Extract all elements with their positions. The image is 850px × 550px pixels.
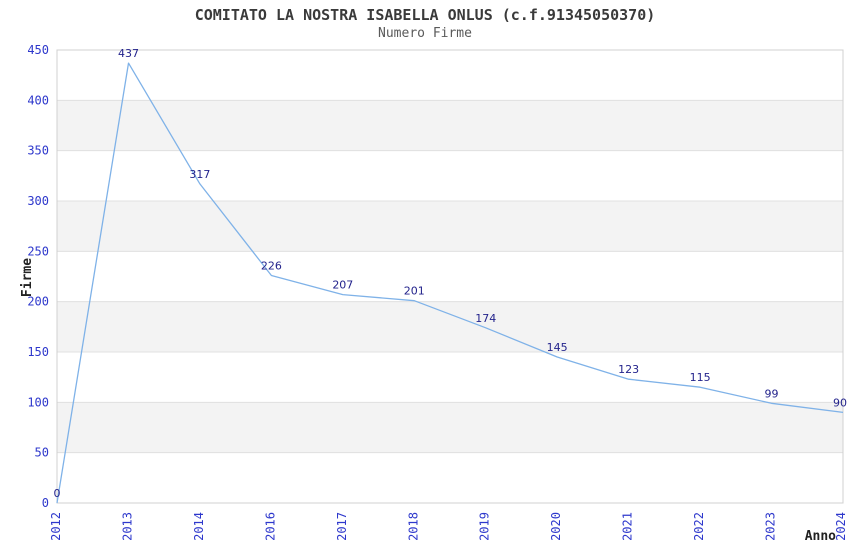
chart-title: COMITATO LA NOSTRA ISABELLA ONLUS (c.f.9… [194,6,656,24]
x-tick-label: 2018 [406,512,420,541]
y-tick-label: 300 [27,194,49,208]
x-tick-label: 2012 [49,512,63,541]
data-label: 0 [54,487,61,500]
y-tick-label: 350 [27,144,49,158]
data-label: 317 [189,168,210,181]
data-label: 437 [118,47,139,60]
x-tick-label: 2016 [263,512,277,541]
x-tick-label: 2019 [478,512,492,541]
data-label: 207 [332,279,353,292]
y-tick-label: 400 [27,93,49,107]
x-tick-label: 2017 [335,512,349,541]
data-label: 99 [765,387,779,400]
data-label: 123 [618,363,639,376]
y-tick-label: 100 [27,395,49,409]
chart-subtitle: Numero Firme [378,26,472,41]
grid-band [57,201,843,252]
plot-border [56,49,844,504]
grid-band [57,402,843,453]
y-tick-label: 250 [27,244,49,258]
x-axis-title: Anno [805,529,836,544]
data-label: 145 [547,341,568,354]
x-tick-label: 2022 [692,512,706,541]
data-label: 201 [404,285,425,298]
y-tick-label: 150 [27,345,49,359]
data-label: 174 [475,312,496,325]
x-tick-label: 2020 [549,512,563,541]
y-tick-label: 450 [27,43,49,57]
data-label: 226 [261,259,282,272]
x-tick-label: 2014 [192,512,206,541]
x-tick-label: 2013 [120,512,134,541]
grid-band [57,301,843,352]
series-line [56,62,844,504]
grid-band [57,100,843,151]
y-tick-label: 200 [27,295,49,309]
data-label: 90 [833,396,847,409]
data-label: 115 [690,371,711,384]
x-tick-label: 2023 [764,512,778,541]
y-axis-title: Firme [20,258,35,297]
y-tick-label: 50 [35,446,49,460]
x-tick-label: 2024 [834,512,848,541]
x-tick-label: 2021 [621,512,635,541]
y-tick-label: 0 [42,496,49,510]
